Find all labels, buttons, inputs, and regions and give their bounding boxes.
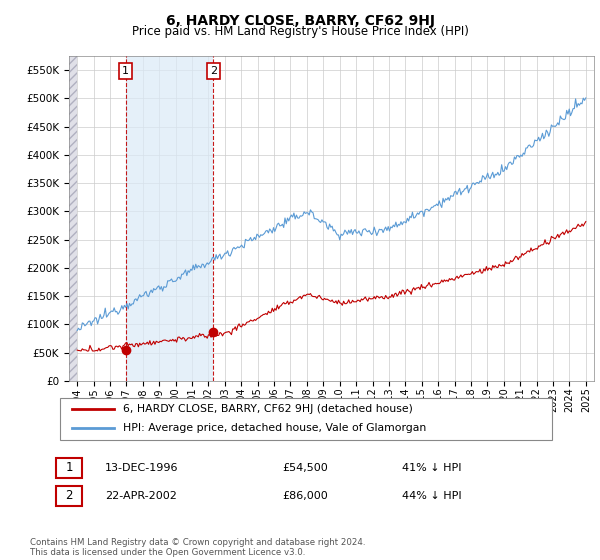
Bar <box>69 56 77 381</box>
Text: 2: 2 <box>209 66 217 76</box>
Text: £86,000: £86,000 <box>282 491 328 501</box>
Text: 1: 1 <box>65 461 73 474</box>
Text: 6, HARDY CLOSE, BARRY, CF62 9HJ (detached house): 6, HARDY CLOSE, BARRY, CF62 9HJ (detache… <box>123 404 413 414</box>
Text: Contains HM Land Registry data © Crown copyright and database right 2024.
This d: Contains HM Land Registry data © Crown c… <box>30 538 365 557</box>
Text: Price paid vs. HM Land Registry's House Price Index (HPI): Price paid vs. HM Land Registry's House … <box>131 25 469 38</box>
Text: 44% ↓ HPI: 44% ↓ HPI <box>402 491 461 501</box>
Text: 6, HARDY CLOSE, BARRY, CF62 9HJ: 6, HARDY CLOSE, BARRY, CF62 9HJ <box>166 14 434 28</box>
Text: £54,500: £54,500 <box>282 463 328 473</box>
Text: 22-APR-2002: 22-APR-2002 <box>105 491 177 501</box>
Text: HPI: Average price, detached house, Vale of Glamorgan: HPI: Average price, detached house, Vale… <box>123 423 426 433</box>
Text: 1: 1 <box>122 66 129 76</box>
Text: 13-DEC-1996: 13-DEC-1996 <box>105 463 179 473</box>
Text: 2: 2 <box>65 489 73 502</box>
Text: 41% ↓ HPI: 41% ↓ HPI <box>402 463 461 473</box>
Bar <box>126 56 213 381</box>
